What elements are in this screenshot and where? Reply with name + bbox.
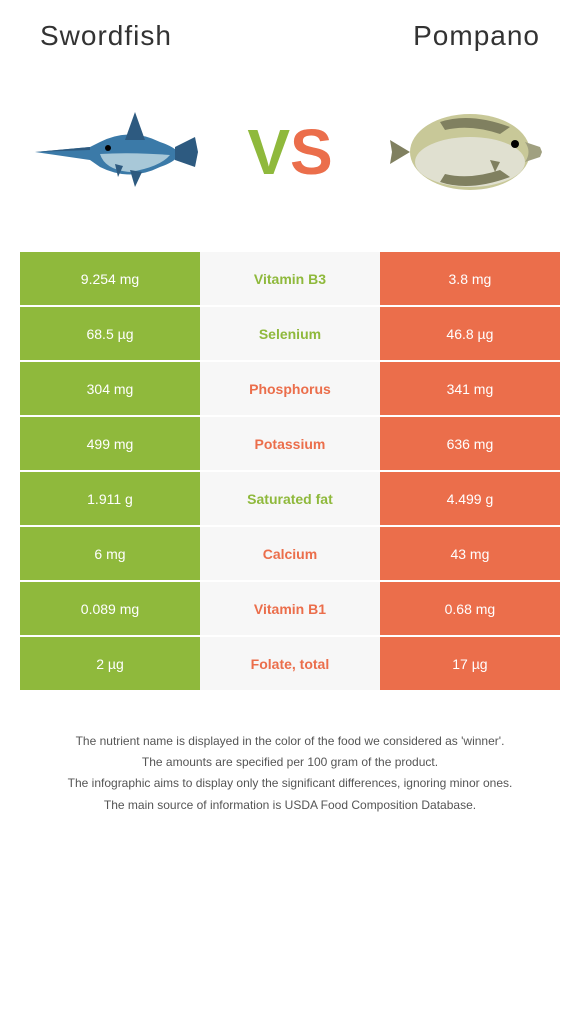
nutrient-row: 0.089 mgVitamin B10.68 mg	[20, 582, 560, 637]
value-left: 304 mg	[20, 362, 200, 415]
images-row: VS	[0, 72, 580, 252]
vs-v: V	[247, 116, 290, 188]
value-right: 0.68 mg	[380, 582, 560, 635]
value-right: 43 mg	[380, 527, 560, 580]
nutrient-row: 499 mgPotassium636 mg	[20, 417, 560, 472]
nutrient-name: Folate, total	[200, 637, 380, 690]
nutrient-row: 304 mgPhosphorus341 mg	[20, 362, 560, 417]
nutrient-name: Phosphorus	[200, 362, 380, 415]
nutrient-name: Vitamin B1	[200, 582, 380, 635]
value-left: 68.5 µg	[20, 307, 200, 360]
nutrient-table: 9.254 mgVitamin B33.8 mg68.5 µgSelenium4…	[20, 252, 560, 692]
titles-row: Swordfish Pompano	[0, 20, 580, 52]
vs-label: VS	[247, 120, 332, 184]
value-left: 1.911 g	[20, 472, 200, 525]
value-right: 3.8 mg	[380, 252, 560, 305]
value-left: 0.089 mg	[20, 582, 200, 635]
nutrient-name: Potassium	[200, 417, 380, 470]
value-right: 46.8 µg	[380, 307, 560, 360]
value-right: 17 µg	[380, 637, 560, 690]
title-left: Swordfish	[40, 20, 172, 52]
nutrient-row: 6 mgCalcium43 mg	[20, 527, 560, 582]
value-right: 341 mg	[380, 362, 560, 415]
nutrient-name: Calcium	[200, 527, 380, 580]
value-left: 6 mg	[20, 527, 200, 580]
footer-line: The nutrient name is displayed in the co…	[20, 732, 560, 751]
infographic-container: Swordfish Pompano VS	[0, 0, 580, 847]
nutrient-row: 2 µgFolate, total17 µg	[20, 637, 560, 692]
vs-s: S	[290, 116, 333, 188]
footer-line: The main source of information is USDA F…	[20, 796, 560, 815]
pompano-image	[380, 92, 550, 212]
nutrient-row: 68.5 µgSelenium46.8 µg	[20, 307, 560, 362]
value-right: 4.499 g	[380, 472, 560, 525]
nutrient-row: 1.911 gSaturated fat4.499 g	[20, 472, 560, 527]
title-right: Pompano	[413, 20, 540, 52]
footer-notes: The nutrient name is displayed in the co…	[0, 692, 580, 827]
value-left: 2 µg	[20, 637, 200, 690]
nutrient-name: Saturated fat	[200, 472, 380, 525]
footer-line: The amounts are specified per 100 gram o…	[20, 753, 560, 772]
value-left: 9.254 mg	[20, 252, 200, 305]
nutrient-name: Vitamin B3	[200, 252, 380, 305]
footer-line: The infographic aims to display only the…	[20, 774, 560, 793]
nutrient-name: Selenium	[200, 307, 380, 360]
value-left: 499 mg	[20, 417, 200, 470]
nutrient-row: 9.254 mgVitamin B33.8 mg	[20, 252, 560, 307]
swordfish-image	[30, 92, 200, 212]
value-right: 636 mg	[380, 417, 560, 470]
